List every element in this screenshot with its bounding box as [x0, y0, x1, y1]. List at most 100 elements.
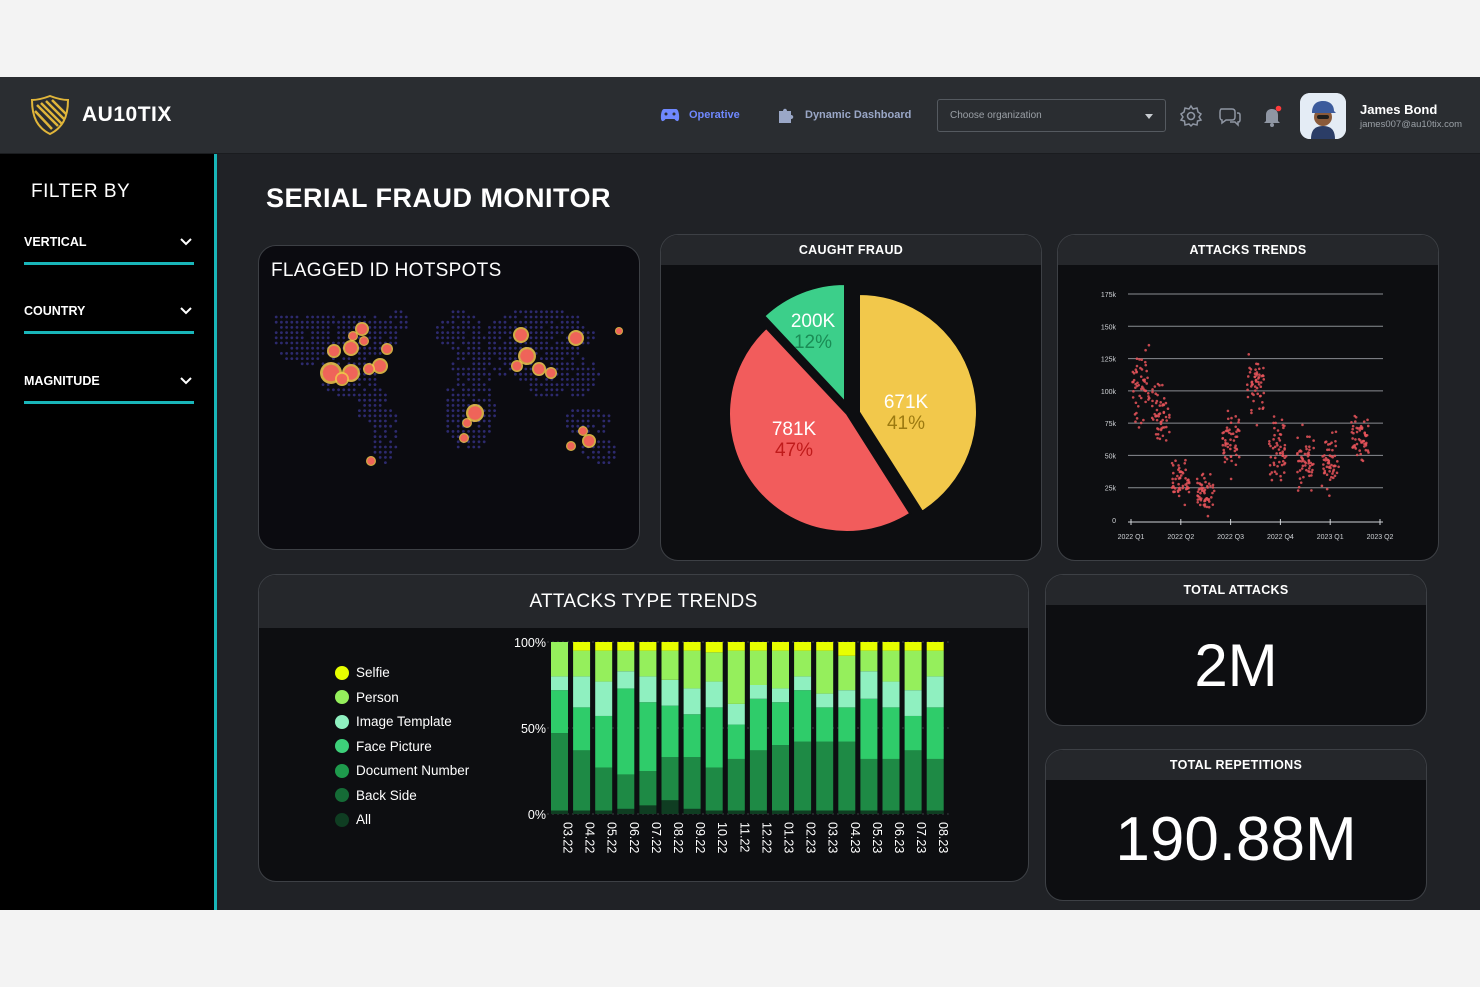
stacked-bar-segment[interactable] — [794, 741, 812, 811]
stacked-bar-segment[interactable] — [595, 642, 613, 651]
stacked-bar-segment[interactable] — [727, 703, 745, 725]
stacked-bar-segment[interactable] — [639, 805, 657, 814]
stacked-bar-segment[interactable] — [816, 810, 834, 814]
stacked-bar-segment[interactable] — [551, 810, 568, 814]
stacked-bar-segment[interactable] — [573, 642, 591, 651]
stacked-bar-segment[interactable] — [882, 650, 900, 682]
stacked-bar-segment[interactable] — [617, 671, 635, 689]
stacked-bar-segment[interactable] — [639, 650, 657, 677]
stacked-bar-segment[interactable] — [772, 702, 789, 746]
stacked-bar-segment[interactable] — [661, 705, 679, 758]
stacked-bar-segment[interactable] — [573, 810, 591, 814]
legend-item[interactable]: Back Side — [335, 788, 417, 803]
stacked-bar-segment[interactable] — [838, 810, 856, 814]
stacked-bar-segment[interactable] — [705, 652, 723, 682]
stacked-bar-segment[interactable] — [772, 642, 789, 651]
stacked-bar-segment[interactable] — [617, 688, 635, 775]
stacked-bar-segment[interactable] — [838, 741, 856, 811]
stacked-bar-segment[interactable] — [551, 676, 568, 691]
stacked-bar-segment[interactable] — [683, 688, 701, 715]
stacked-bar-segment[interactable] — [882, 681, 900, 708]
stacked-bar-segment[interactable] — [705, 810, 723, 814]
pie-slice[interactable] — [728, 326, 912, 533]
stacked-bar-segment[interactable] — [551, 690, 568, 734]
legend-item[interactable]: Person — [335, 690, 399, 705]
stacked-bar-segment[interactable] — [639, 702, 657, 771]
stacked-bar-segment[interactable] — [794, 676, 812, 691]
stacked-bar-segment[interactable] — [838, 707, 856, 742]
stacked-bar-segment[interactable] — [639, 771, 657, 806]
stacked-bar-segment[interactable] — [749, 642, 767, 651]
stacked-bar-segment[interactable] — [926, 676, 944, 708]
pie-slice[interactable] — [858, 292, 978, 514]
stacked-bar-segment[interactable] — [904, 690, 922, 716]
stacked-bar-segment[interactable] — [683, 650, 701, 689]
stacked-bar-segment[interactable] — [749, 698, 767, 751]
stacked-bar-segment[interactable] — [904, 810, 922, 814]
stacked-bar-segment[interactable] — [749, 750, 767, 811]
stacked-bar-segment[interactable] — [727, 758, 745, 811]
stacked-bar-segment[interactable] — [617, 774, 635, 809]
stacked-bar-segment[interactable] — [617, 642, 635, 651]
world-dot-map[interactable] — [259, 281, 640, 550]
stacked-bar-segment[interactable] — [926, 758, 944, 811]
stacked-bar-segment[interactable] — [639, 676, 657, 703]
stacked-bar-segment[interactable] — [838, 655, 856, 691]
stacked-bar-segment[interactable] — [882, 642, 900, 651]
stacked-bar-segment[interactable] — [772, 810, 789, 814]
stacked-bar-segment[interactable] — [860, 642, 878, 651]
stacked-bar-segment[interactable] — [926, 650, 944, 677]
stacked-bar-segment[interactable] — [838, 642, 856, 656]
stacked-bar-segment[interactable] — [904, 715, 922, 751]
stacked-bar-segment[interactable] — [816, 741, 834, 811]
stacked-bar-segment[interactable] — [617, 650, 635, 672]
gear-icon[interactable] — [1179, 104, 1203, 128]
stacked-bar-segment[interactable] — [551, 733, 568, 811]
stacked-bar-segment[interactable] — [727, 810, 745, 814]
stacked-bar-segment[interactable] — [926, 707, 944, 759]
stacked-bar-segment[interactable] — [551, 642, 568, 677]
nav-dynamic-dashboard[interactable]: Dynamic Dashboard — [776, 107, 911, 123]
stacked-bar-segment[interactable] — [661, 800, 679, 814]
stacked-bar-segment[interactable] — [749, 650, 767, 685]
stacked-bar-segment[interactable] — [661, 679, 679, 706]
stacked-bar-segment[interactable] — [727, 650, 745, 704]
stacked-bar-segment[interactable] — [882, 707, 900, 759]
organization-select[interactable]: Choose organization — [937, 99, 1166, 132]
stacked-bar-segment[interactable] — [772, 650, 789, 689]
stacked-bar-segment[interactable] — [683, 714, 701, 758]
stacked-bar-segment[interactable] — [772, 745, 789, 811]
stacked-bar-segment[interactable] — [595, 681, 613, 716]
stacked-bar-segment[interactable] — [683, 757, 701, 809]
stacked-bar-segment[interactable] — [705, 681, 723, 708]
stacked-bar-segment[interactable] — [595, 810, 613, 814]
stacked-bar-segment[interactable] — [705, 707, 723, 768]
legend-item[interactable]: Face Picture — [335, 739, 432, 754]
stacked-bar-segment[interactable] — [617, 808, 635, 814]
stacked-bar-segment[interactable] — [639, 642, 657, 651]
stacked-bar-segment[interactable] — [794, 650, 812, 677]
stacked-bar-segment[interactable] — [926, 810, 944, 814]
legend-item[interactable]: Image Template — [335, 714, 452, 729]
stacked-bar-segment[interactable] — [683, 642, 701, 651]
filter-magnitude[interactable]: MAGNITUDE — [24, 372, 194, 404]
stacked-bar-segment[interactable] — [705, 767, 723, 811]
stacked-bar-segment[interactable] — [926, 642, 944, 651]
stacked-bar-segment[interactable] — [661, 757, 679, 801]
filter-country[interactable]: COUNTRY — [24, 302, 194, 334]
stacked-bar-segment[interactable] — [573, 676, 591, 708]
stacked-bar-segment[interactable] — [860, 671, 878, 699]
pie-slice[interactable] — [762, 282, 846, 405]
stacked-bar-segment[interactable] — [882, 758, 900, 811]
legend-item[interactable]: Document Number — [335, 763, 469, 778]
stacked-bar-segment[interactable] — [727, 642, 745, 651]
stacked-bar-segment[interactable] — [573, 750, 591, 811]
stacked-bar-segment[interactable] — [573, 650, 591, 677]
legend-item[interactable]: Selfie — [335, 665, 390, 680]
stacked-bar-segment[interactable] — [794, 642, 812, 651]
stacked-bar-segment[interactable] — [860, 650, 878, 672]
bell-icon[interactable] — [1260, 104, 1284, 128]
stacked-bar-segment[interactable] — [727, 724, 745, 759]
stacked-bar-segment[interactable] — [816, 707, 834, 742]
nav-operative[interactable]: Operative — [660, 107, 740, 123]
